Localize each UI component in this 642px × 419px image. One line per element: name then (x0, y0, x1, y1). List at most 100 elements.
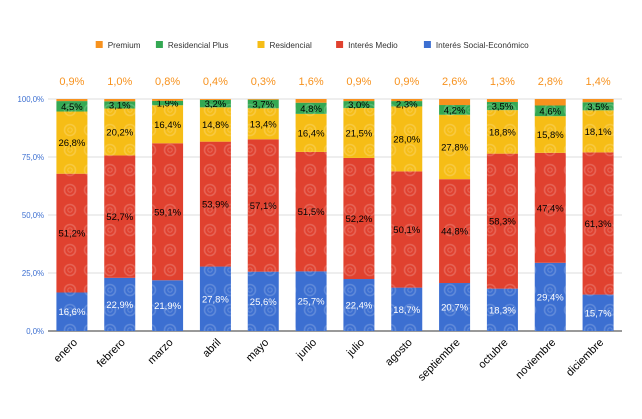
bar-watermark-residencial-octubre (486, 110, 518, 154)
premium-top-labels: 0,9% 1,0% 0,8% 0,4% 0,3% 1,6% 0,9% 0,9% 2,6% 1,3%… (59, 76, 610, 88)
x-tick-label-febrero: febrero (95, 337, 128, 370)
data-label-residencial-noviembre: 15,8% (537, 130, 564, 141)
bar-watermark-interes-medio-junio (295, 151, 327, 272)
data-label-premium-enero: 0,9% (59, 76, 84, 88)
data-label-premium-noviembre: 2,8% (538, 76, 563, 88)
y-tick-label-4: 100,0% (18, 95, 45, 104)
legend-swatch-residencial (257, 41, 265, 48)
data-label-residencial-plus-diciembre: 3,5% (587, 102, 609, 113)
data-label-residencial-plus-noviembre: 4,6% (539, 106, 561, 117)
bar-watermark-interes-social-economico-febrero (104, 277, 136, 331)
y-tick-label-1: 25,0% (22, 269, 44, 278)
bar-watermark-residencial-plus-julio (343, 101, 375, 109)
bar-watermark-interes-social-economico-mayo (247, 271, 279, 331)
bar-watermark-interes-social-economico-noviembre (534, 262, 566, 331)
data-label-interes-medio-marzo: 59,1% (154, 207, 181, 218)
data-label-interes-social-economico-mayo: 25,6% (250, 297, 277, 308)
data-label-premium-julio: 0,9% (346, 76, 371, 88)
bars: 16,6% 51,2% 26,8% 4,5% 22,9% 52,7% 20,2% 3,1% 21… (56, 99, 614, 331)
bar-premium-noviembre (534, 99, 566, 106)
bar-watermark-residencial-plus-noviembre (534, 105, 566, 117)
data-label-residencial-plus-marzo: 1,9% (157, 99, 179, 110)
data-label-interes-social-economico-julio: 22,4% (345, 301, 372, 312)
data-label-interes-social-economico-abril: 27,8% (202, 294, 229, 305)
y-tick-label-2: 50,0% (22, 211, 44, 220)
bar-watermark-residencial-plus-enero (56, 101, 88, 112)
bar-watermark-residencial-agosto (391, 106, 423, 172)
legend: Premium Residencial Plus Residencial Interé… (95, 41, 529, 50)
x-tick-label-enero: enero (52, 337, 80, 365)
legend-swatch-premium (95, 41, 103, 48)
bar-watermark-interes-medio-mayo (247, 139, 279, 272)
x-tick-label-octubre: octubre (476, 337, 510, 371)
bar-watermark-residencial-abril (199, 107, 231, 142)
bar-premium-septiembre (439, 99, 471, 106)
legend-swatch-interes-social-economico (423, 41, 431, 48)
bar-watermark-interes-social-economico-julio (343, 279, 375, 331)
data-label-residencial-plus-abril: 3,2% (205, 99, 227, 110)
bar-watermark-residencial-septiembre (439, 114, 471, 180)
bar-watermark-interes-medio-marzo (152, 143, 184, 281)
data-label-residencial-mayo: 13,4% (250, 119, 277, 130)
data-label-residencial-plus-agosto: 2,3% (396, 99, 418, 110)
bar-watermark-residencial-plus-diciembre (582, 102, 614, 111)
data-label-residencial-junio: 16,4% (298, 128, 325, 139)
x-tick-label-junio: junio (294, 337, 320, 363)
data-label-interes-social-economico-agosto: 18,7% (393, 305, 420, 316)
x-axis: enero febrero marzo abril mayo junio julio agos… (52, 337, 607, 384)
data-label-residencial-septiembre: 27,8% (441, 142, 468, 153)
legend-label-residencial-plus: Residencial Plus (168, 41, 229, 50)
bar-watermark-interes-social-economico-abril (199, 266, 231, 331)
x-tick-label-mayo: mayo (244, 337, 272, 365)
bar-watermark-residencial-julio (343, 108, 375, 158)
y-tick-label-0: 0,0% (26, 327, 44, 336)
data-label-residencial-plus-julio: 3,0% (348, 100, 370, 111)
data-label-residencial-febrero: 20,2% (106, 127, 133, 138)
data-label-interes-social-economico-diciembre: 15,7% (585, 308, 612, 319)
bar-watermark-residencial-marzo (152, 105, 184, 144)
bar-premium-diciembre (582, 99, 614, 103)
data-label-interes-medio-junio: 51,5% (298, 207, 325, 218)
data-label-premium-octubre: 1,3% (490, 76, 515, 88)
data-label-interes-medio-enero: 51,2% (58, 229, 85, 240)
legend-swatch-interes-medio (336, 41, 344, 48)
data-label-interes-medio-diciembre: 61,3% (585, 219, 612, 230)
bar-watermark-residencial-plus-mayo (247, 99, 279, 109)
data-label-interes-medio-noviembre: 47,4% (537, 203, 564, 214)
bar-watermark-residencial-plus-octubre (486, 102, 518, 111)
bar-watermark-interes-social-economico-agosto (391, 287, 423, 331)
data-label-residencial-plus-septiembre: 4,2% (444, 105, 466, 116)
data-label-residencial-abril: 14,8% (202, 120, 229, 131)
y-axis: 0,0% 25,0% 50,0% 75,0% 100,0% (18, 95, 45, 336)
bar-watermark-interes-medio-septiembre (439, 179, 471, 284)
bar-watermark-residencial-diciembre (582, 110, 614, 153)
bar-watermark-interes-social-economico-diciembre (582, 294, 614, 331)
bar-watermark-interes-medio-diciembre (582, 152, 614, 295)
data-label-residencial-enero: 26,8% (58, 138, 85, 149)
bar-premium-mayo (247, 99, 279, 100)
bar-premium-enero (56, 99, 88, 102)
data-label-residencial-plus-mayo: 3,7% (252, 99, 274, 110)
bar-watermark-residencial-plus-septiembre (439, 105, 471, 115)
bar-premium-marzo (152, 99, 184, 101)
bar-watermark-interes-medio-agosto (391, 171, 423, 288)
bar-watermark-interes-social-economico-octubre (486, 288, 518, 331)
bar-watermark-interes-social-economico-marzo (152, 280, 184, 331)
data-label-residencial-octubre: 18,8% (489, 127, 516, 138)
legend-label-interes-social-economico: Interés Social-Económico (436, 41, 529, 50)
data-label-interes-medio-octubre: 58,3% (489, 217, 516, 228)
x-tick-label-abril: abril (200, 337, 223, 360)
data-label-interes-social-economico-noviembre: 29,4% (537, 292, 564, 303)
data-label-interes-social-economico-marzo: 21,9% (154, 301, 181, 312)
bar-watermark-residencial-febrero (104, 108, 136, 156)
legend-label-residencial: Residencial (270, 41, 313, 50)
data-label-premium-septiembre: 2,6% (442, 76, 467, 88)
data-label-residencial-plus-junio: 4,8% (300, 104, 322, 115)
legend-swatch-residencial-plus (155, 41, 163, 48)
data-label-premium-agosto: 0,9% (394, 76, 419, 88)
x-tick-label-noviembre: noviembre (514, 337, 559, 382)
data-label-interes-social-economico-octubre: 18,3% (489, 305, 516, 316)
data-label-interes-medio-febrero: 52,7% (106, 212, 133, 223)
x-tick-label-diciembre: diciembre (564, 337, 606, 379)
